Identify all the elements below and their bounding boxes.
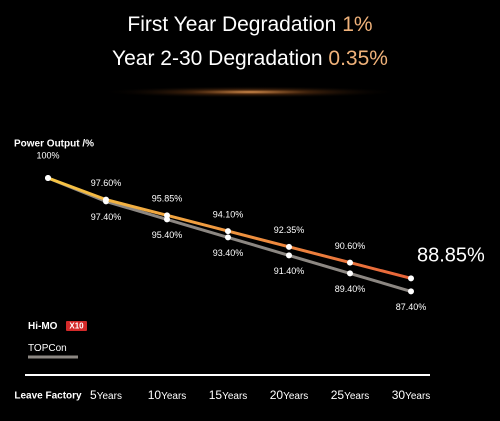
title-text: First Year Degradation [127,13,336,36]
legend-label: TOPCon [28,343,67,354]
x-tick-suffix: Years [161,391,186,402]
legend-label: Hi-MO [28,321,58,332]
y-axis-label: Power Output /% [14,139,94,150]
x-tick-number: 15 [209,388,223,402]
title-glow [100,86,400,98]
title-text: Year 2-30 Degradation [112,47,323,70]
data-point [408,275,414,282]
value-label: 90.60% [335,241,366,251]
data-point [225,234,231,241]
value-label: 100% [36,150,59,160]
legend-badge-bg [66,321,87,331]
x-tick-suffix: Years [97,391,122,402]
x-tick-label: 10Years [148,388,187,402]
x-tick-number: 5 [90,388,97,402]
data-point [408,288,414,295]
x-tick-label: 30Years [392,388,431,402]
value-label: 93.40% [213,248,244,258]
data-point [225,228,231,235]
legend-name: TOPCon [28,343,67,354]
x-tick-number: 10 [148,388,162,402]
value-label: 95.85% [152,194,183,204]
x-tick-label: 5Years [90,388,122,402]
highlight-label: 88.85% [417,245,485,267]
x-tick-suffix: Years [344,391,369,402]
chart-title: First Year Degradation 1% [127,13,372,36]
data-point [45,175,51,181]
data-point [286,243,292,250]
data-point [164,212,170,219]
x-tick-number: 25 [331,388,345,402]
x-tick-label: 25Years [331,388,370,402]
x-tick-suffix: Years [405,391,430,402]
x-tick-number: 20 [270,388,284,402]
data-point [286,252,292,259]
value-label: 91.40% [274,266,305,276]
x-tick-label: 15Years [209,388,248,402]
legend-badge: X10 [69,322,84,331]
value-label: 89.40% [335,284,366,294]
value-label: 94.10% [213,209,244,219]
data-point [347,270,353,277]
x-tick-suffix: Years [222,391,247,402]
chart-title: Year 2-30 Degradation 0.35% [112,47,388,70]
value-label: 95.40% [152,230,183,240]
legend-name: Hi-MO [28,321,58,332]
x-tick-label: 20Years [270,388,309,402]
data-point [103,196,109,203]
x-tick-label: Leave Factory [14,391,82,402]
value-label: 87.40% [396,302,427,312]
x-tick-suffix: Years [283,391,308,402]
data-point [347,259,353,266]
title-highlight: 1% [342,13,372,36]
value-label: 92.35% [274,225,305,235]
value-label: 97.40% [91,212,122,222]
title-highlight: 0.35% [328,47,388,70]
x-tick-number: 30 [392,388,406,402]
value-label: 97.60% [91,178,122,188]
